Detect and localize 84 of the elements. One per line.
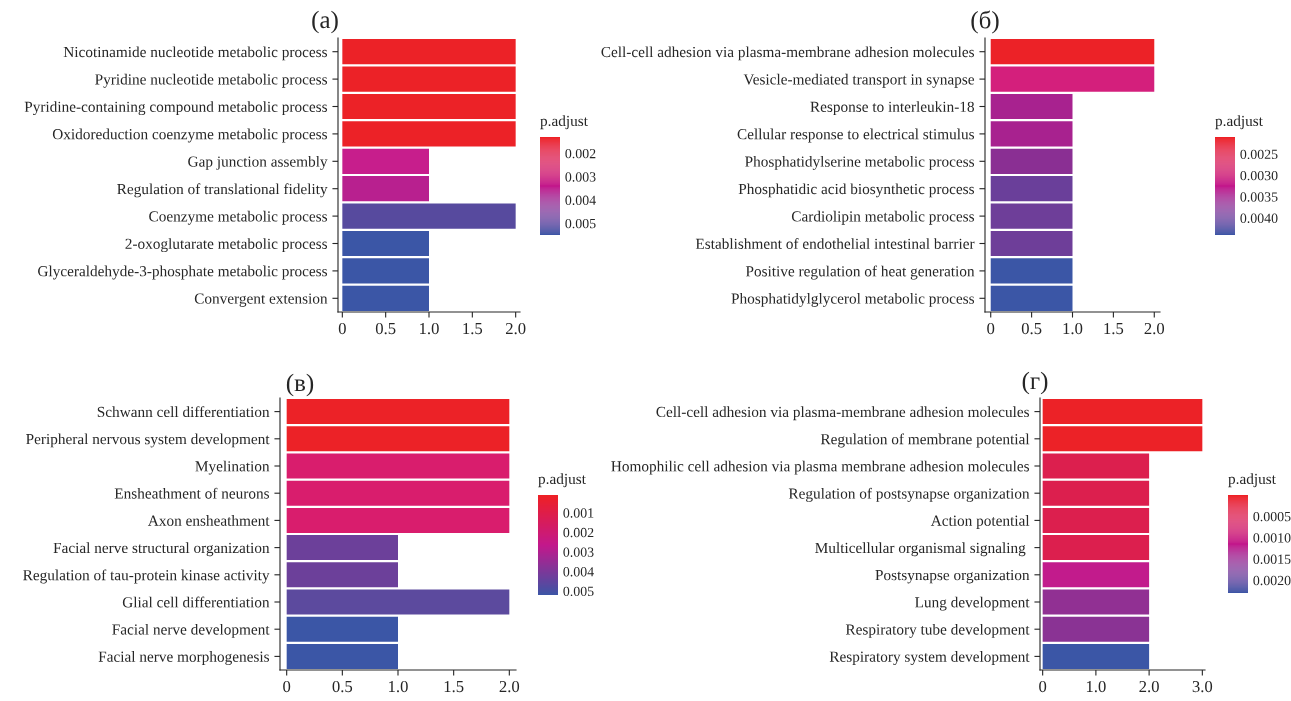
color-bar-label: 0.005 xyxy=(565,218,596,229)
color-bar-label: 0.0005 xyxy=(1253,511,1291,522)
x-tick-label: 1.5 xyxy=(1104,322,1124,335)
x-tick-label: 0 xyxy=(1039,680,1047,693)
y-tick-label: Regulation of postsynapse organization xyxy=(788,487,1030,502)
color-bar-title: p.adjust xyxy=(538,473,586,488)
chart-title: (в) xyxy=(286,373,314,397)
x-tick-label: 2.0 xyxy=(499,680,520,693)
color-bar-title: p.adjust xyxy=(1215,115,1263,130)
y-tick-label: Lung development xyxy=(915,596,1030,611)
color-bar-label: 0.004 xyxy=(565,195,596,206)
x-tick-label: 2.0 xyxy=(505,322,526,335)
color-bar-label: 0.003 xyxy=(563,547,594,557)
y-tick-label: Postsynapse organization xyxy=(875,569,1030,584)
x-tick-label: 2.0 xyxy=(1139,680,1159,693)
x-tick-label: 0.5 xyxy=(375,322,396,335)
x-tick-label: 1.0 xyxy=(389,680,408,693)
color-bar-label: 0.004 xyxy=(563,567,594,577)
y-tick-label: Action potential xyxy=(930,515,1030,529)
y-tick-label: Pyridine nucleotide metabolic process xyxy=(95,73,328,88)
x-tick-label: 1.5 xyxy=(444,680,464,693)
y-tick-label: Cellular response to electrical stimulus xyxy=(737,128,975,143)
y-tick-label: Schwann cell differentiation xyxy=(97,406,270,418)
y-tick-label: Positive regulation of heat generation xyxy=(745,265,975,280)
chart-title: (a) xyxy=(312,10,338,34)
y-tick-label: Pyridine-containing compound metabolic process xyxy=(24,101,328,116)
y-tick-label: Ensheathment of neurons xyxy=(114,487,270,499)
y-tick-label: Coenzyme metabolic process xyxy=(149,210,328,225)
y-tick-label: Regulation of tau-protein kinase activity xyxy=(23,569,270,584)
color-bar-label: 0.0025 xyxy=(1240,149,1278,160)
color-bar-label: 0.0015 xyxy=(1253,554,1291,564)
color-bar-label: 0.0030 xyxy=(1240,170,1278,181)
x-tick-label: 0.5 xyxy=(1021,322,1042,335)
y-tick-label: Nicotinamide nucleotide metabolic process xyxy=(63,46,328,61)
color-bar-label: 0.001 xyxy=(563,508,594,518)
y-tick-label: Phosphatidylglycerol metabolic process xyxy=(731,293,975,307)
y-tick-label: Gap junction assembly xyxy=(188,156,328,170)
x-tick-label: 0 xyxy=(283,680,291,693)
color-bar-label: 0.005 xyxy=(563,586,594,597)
color-bar-label: 0.0020 xyxy=(1253,575,1291,586)
y-tick-label: Glial cell differentiation xyxy=(122,596,270,608)
x-tick-label: 1.0 xyxy=(1063,322,1083,335)
y-tick-label: Establishment of endothelial intestinal barrier xyxy=(695,238,975,249)
y-tick-label: Respiratory tube development xyxy=(845,623,1030,638)
color-bar-label: 0.0010 xyxy=(1253,533,1291,543)
color-bar-label: 0.0035 xyxy=(1240,192,1278,202)
y-tick-label: Phosphatidic acid biosynthetic process xyxy=(738,183,975,198)
y-tick-label: Vesicle-mediated transport in synapse xyxy=(743,73,975,88)
y-tick-label: Multicellular organismal signaling xyxy=(815,542,1026,557)
y-tick-label: Glyceraldehyde-3-phosphate metabolic process xyxy=(38,265,328,280)
y-tick-label: Respiratory system development xyxy=(829,651,1030,665)
color-bar-label: 0.003 xyxy=(565,172,596,182)
y-tick-label: Response to interleukin-18 xyxy=(810,101,974,116)
color-bar-title: p.adjust xyxy=(540,115,588,130)
x-tick-label: 0 xyxy=(987,322,995,335)
x-tick-label: 1.5 xyxy=(463,322,483,335)
y-tick-label: Convergent extension xyxy=(194,293,328,307)
y-tick-label: Axon ensheathment xyxy=(147,515,270,526)
y-tick-label: 2-oxoglutarate metabolic process xyxy=(125,238,328,253)
x-tick-label: 1.0 xyxy=(420,322,439,335)
y-tick-label: Regulation of membrane potential xyxy=(820,433,1030,448)
y-tick-label: Cell-cell adhesion via plasma-membrane adhesion molecules xyxy=(601,46,975,61)
chart-title: (б) xyxy=(971,10,999,34)
y-tick-label: Facial nerve morphogenesis xyxy=(98,651,270,665)
y-tick-label: Phosphatidylserine metabolic process xyxy=(745,156,975,170)
y-tick-label: Cardiolipin metabolic process xyxy=(791,210,975,225)
y-tick-label: Homophilic cell adhesion via plasma membrane adhesion molecules xyxy=(611,460,1030,475)
x-tick-label: 1.0 xyxy=(1086,680,1106,693)
y-tick-label: Cell-cell adhesion via plasma-membrane adhesion molecules xyxy=(656,406,1030,421)
y-tick-label: Peripheral nervous system development xyxy=(26,433,270,448)
y-tick-label: Regulation of translational fidelity xyxy=(117,183,328,198)
color-bar-label: 0.0040 xyxy=(1240,213,1278,223)
color-bar-label: 0.002 xyxy=(565,148,596,159)
x-tick-label: 0 xyxy=(338,322,346,335)
color-bar-title: p.adjust xyxy=(1228,473,1276,488)
y-tick-label: Myelination xyxy=(195,460,270,475)
chart-title: (г) xyxy=(1022,371,1048,395)
x-tick-label: 0.5 xyxy=(332,680,353,693)
y-tick-label: Facial nerve development xyxy=(112,623,270,638)
x-tick-label: 2.0 xyxy=(1144,322,1165,335)
color-bar-label: 0.002 xyxy=(563,527,594,538)
x-tick-label: 3.0 xyxy=(1192,680,1213,693)
y-tick-label: Oxidoreduction coenzyme metabolic process xyxy=(52,128,328,143)
y-tick-label: Facial nerve structural organization xyxy=(53,542,270,557)
